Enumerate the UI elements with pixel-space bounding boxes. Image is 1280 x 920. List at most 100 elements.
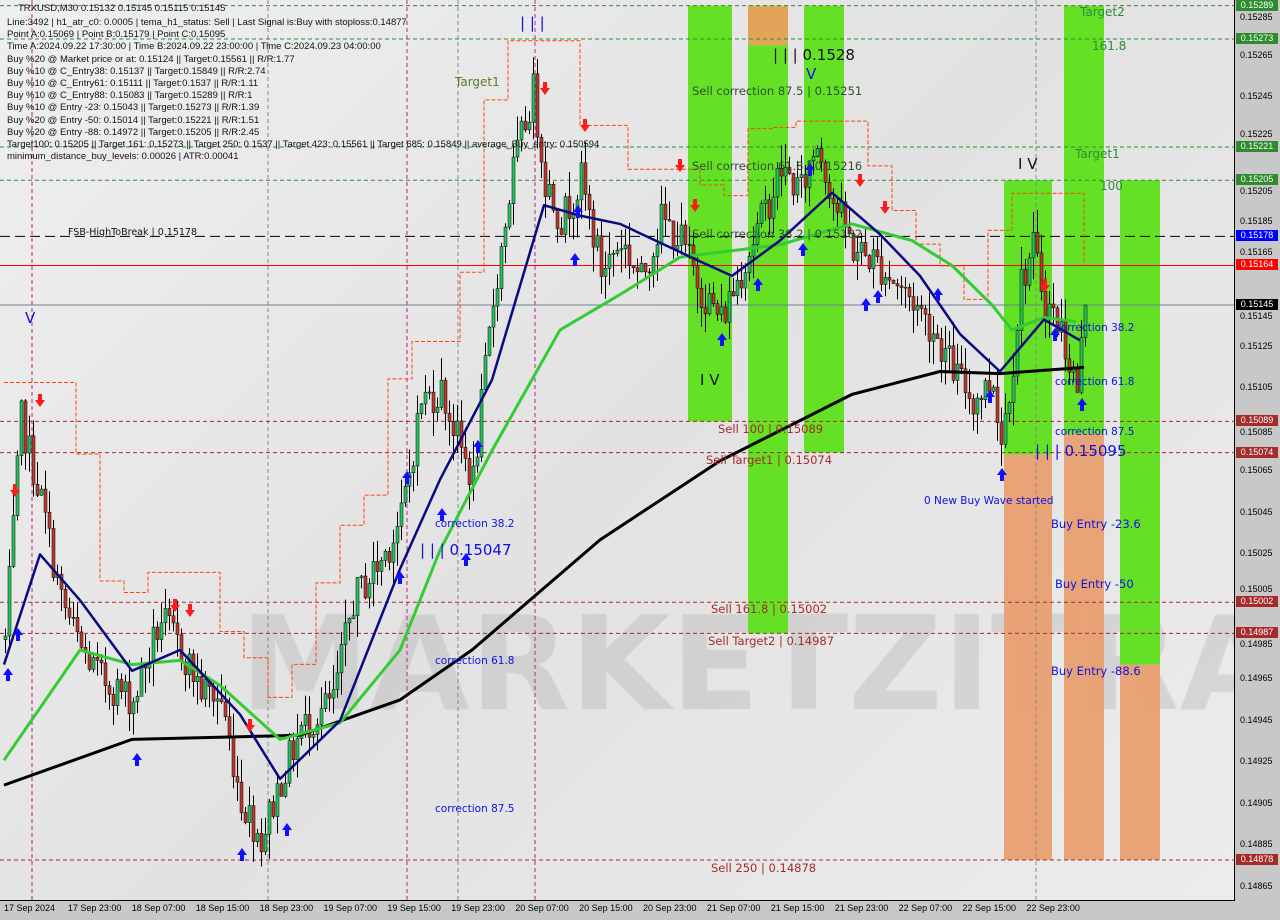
- time-tick-label: 20 Sep 07:00: [515, 903, 569, 913]
- bullish-candle: [499, 246, 504, 289]
- bearish-candle: [539, 136, 544, 163]
- bearish-candle: [715, 303, 720, 315]
- bullish-candle: [815, 148, 820, 157]
- bearish-candle: [667, 219, 672, 222]
- bearish-candle: [935, 333, 940, 339]
- sell-correction-618-label: Sell correction 61.8 | 0.15216: [692, 159, 863, 173]
- info-line: Buy %10 @ C_Entry61: 0.15111 || Target:0…: [7, 78, 259, 89]
- bearish-candle: [239, 781, 244, 813]
- bearish-candle: [671, 220, 676, 250]
- info-line: Buy %20 @ Entry -50: 0.15014 || Target:0…: [7, 114, 260, 126]
- bearish-candle: [963, 368, 968, 393]
- buy-arrow-icon: [717, 333, 727, 346]
- correction-382-right-label: correction 38.2: [1055, 322, 1135, 334]
- bullish-candle: [943, 348, 948, 362]
- bearish-candle: [587, 193, 592, 210]
- bullish-candle: [159, 622, 164, 640]
- wave-label-top: | | | 0.1528: [773, 46, 855, 64]
- bullish-candle: [659, 203, 664, 245]
- bearish-candle: [599, 235, 604, 277]
- price-tick-label: 0.15205: [1240, 186, 1273, 197]
- info-line: Buy %10 @ C_Entry38: 0.15137 || Target:0…: [7, 65, 266, 77]
- bullish-candle: [475, 456, 480, 467]
- buy-arrow-icon: [1077, 398, 1087, 411]
- bearish-candle: [363, 575, 368, 599]
- bullish-candle: [1059, 321, 1064, 333]
- bearish-candle: [635, 267, 640, 273]
- bearish-candle: [847, 226, 852, 235]
- bearish-candle: [891, 279, 896, 284]
- chart-plot-area[interactable]: TRXUSD,M30 0.15132 0.15145 0.15115 0.151…: [0, 0, 1235, 901]
- moving-average-line: [2, 222, 1077, 762]
- bullish-candle: [323, 693, 328, 709]
- buy-entry-236-label: Buy Entry -23.6: [1051, 517, 1141, 531]
- bearish-candle: [899, 285, 904, 288]
- bearish-candle: [43, 488, 48, 513]
- sell-arrow-icon: [580, 119, 590, 132]
- bearish-candle: [723, 306, 728, 323]
- bullish-candle: [411, 465, 416, 473]
- bullish-candle: [263, 833, 268, 853]
- time-tick-label: 19 Sep 23:00: [451, 903, 505, 913]
- bullish-candle: [915, 305, 920, 311]
- buy-arrow-icon: [282, 823, 292, 836]
- time-axis[interactable]: [0, 901, 1280, 920]
- bearish-candle: [831, 198, 836, 204]
- price-level-tag: 0.15145: [1236, 298, 1278, 310]
- bearish-candle: [803, 174, 808, 188]
- buy-arrow-icon: [985, 390, 995, 403]
- bearish-candle: [1043, 291, 1048, 319]
- target2-right-label: Target2: [1080, 5, 1125, 19]
- bullish-candle: [1007, 402, 1012, 414]
- time-tick-label: 21 Sep 23:00: [834, 903, 889, 913]
- target1-label: Target1: [455, 75, 500, 89]
- bullish-candle: [331, 689, 336, 699]
- bullish-candle: [367, 583, 372, 599]
- bullish-candle: [39, 488, 44, 496]
- bullish-candle: [983, 380, 988, 400]
- bullish-candle: [355, 577, 360, 616]
- bullish-candle: [351, 615, 356, 619]
- bearish-candle: [739, 279, 744, 289]
- bullish-candle: [975, 397, 980, 415]
- bearish-candle: [851, 233, 856, 261]
- bearish-candle: [327, 693, 332, 699]
- bullish-candle: [371, 561, 376, 584]
- correction-618-right-label: correction 61.8: [1055, 376, 1135, 388]
- info-line: minimum_distance_buy_levels: 0.00026 | A…: [7, 151, 239, 163]
- bullish-candle: [511, 156, 516, 204]
- target1-right-label: Target1: [1075, 147, 1120, 161]
- sell-250-label: Sell 250 | 0.14878: [711, 861, 817, 875]
- info-line: Point A:0.15069 | Point B:0.15179 | Poin…: [7, 29, 226, 41]
- bearish-candle: [67, 607, 72, 618]
- price-tick-label: 0.15285: [1240, 11, 1273, 22]
- price-tick-label: 0.15045: [1240, 506, 1273, 517]
- bullish-candle: [91, 657, 96, 670]
- bullish-candle: [1027, 257, 1032, 286]
- time-tick-label: 22 Sep 07:00: [898, 903, 953, 913]
- bearish-candle: [155, 626, 160, 640]
- bullish-candle: [811, 156, 816, 162]
- bullish-candle: [799, 174, 804, 178]
- price-tick-label: 0.15245: [1240, 91, 1273, 102]
- bearish-candle: [711, 293, 716, 304]
- bearish-candle: [559, 228, 564, 235]
- wave-label-left: | | | 0.15047: [420, 541, 512, 559]
- price-tick-label: 0.14945: [1240, 714, 1273, 725]
- bullish-candle: [335, 672, 340, 690]
- buy-arrow-icon: [933, 288, 943, 301]
- bearish-candle: [35, 484, 40, 496]
- bullish-candle: [379, 559, 384, 572]
- bearish-candle: [227, 716, 232, 737]
- bearish-candle: [827, 182, 832, 199]
- wave-iii-label-top: | | |: [520, 14, 545, 32]
- bearish-candle: [731, 291, 736, 297]
- new-buy-wave-label: 0 New Buy Wave started: [924, 495, 1054, 507]
- bullish-candle: [423, 391, 428, 405]
- moving-average-line: [2, 191, 1081, 781]
- price-tick-label: 0.14865: [1240, 880, 1273, 891]
- price-level-tag: 0.15273: [1236, 32, 1278, 44]
- bullish-candle: [775, 167, 780, 198]
- bullish-candle: [655, 244, 660, 257]
- bearish-candle: [907, 287, 912, 297]
